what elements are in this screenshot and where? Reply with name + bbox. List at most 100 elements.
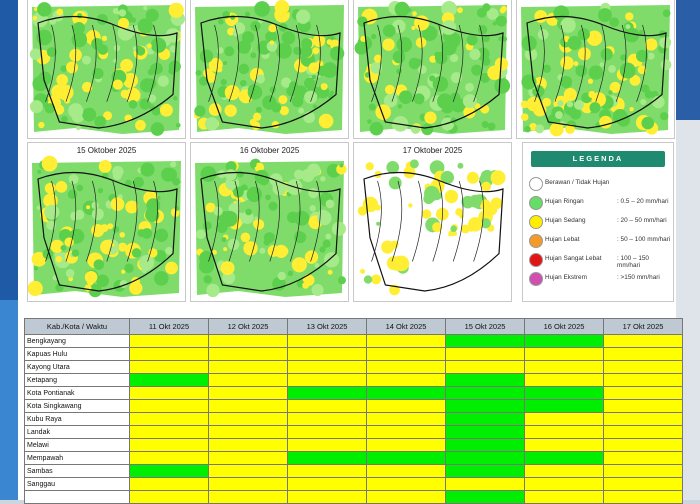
rain-cell — [303, 77, 316, 90]
legend-label: Hujan Lebat — [545, 236, 580, 243]
rain-cell — [93, 259, 105, 270]
district-border — [86, 180, 97, 262]
cell-moderate-rain — [603, 451, 683, 465]
legend-range: : 50 – 100 mm/hari — [617, 236, 671, 243]
rain-cell — [466, 171, 479, 184]
rain-cell — [304, 250, 319, 264]
rain-cell — [254, 1, 270, 17]
rain-cell — [304, 90, 318, 104]
rain-cell — [76, 184, 84, 192]
legend-range: : 20 – 50 mm/hari — [617, 217, 667, 224]
cell-moderate-rain — [603, 334, 683, 348]
cell-moderate-rain — [603, 373, 683, 387]
rain-cell — [384, 84, 395, 95]
rain-cell — [142, 261, 152, 271]
rain-cell — [32, 15, 38, 21]
rain-cell — [67, 189, 78, 200]
rain-cell — [588, 90, 596, 99]
rain-cell — [263, 232, 275, 244]
rain-cell — [203, 221, 212, 230]
rain-cell — [199, 49, 214, 63]
rain-cell — [421, 209, 432, 219]
cell-moderate-rain — [208, 464, 288, 478]
cell-moderate-rain — [524, 438, 604, 452]
rain-cell — [46, 220, 56, 231]
cell-moderate-rain — [208, 399, 288, 413]
cell-light-rain — [366, 451, 446, 465]
rain-cell — [329, 90, 335, 95]
rain-cell — [68, 103, 84, 119]
rain-cell — [128, 99, 138, 109]
rain-cell — [33, 266, 39, 271]
cell-moderate-rain — [524, 347, 604, 361]
district-border — [228, 24, 240, 102]
rain-cell — [524, 126, 531, 133]
legend-swatch — [529, 215, 543, 229]
rain-cell — [269, 40, 275, 45]
rain-cell — [408, 203, 413, 208]
rain-cell — [217, 170, 226, 179]
legend-range: : 0.5 – 20 mm/hari — [617, 198, 669, 205]
rain-cell — [223, 247, 228, 252]
table-row: Ketapang — [24, 373, 683, 387]
district-border — [636, 24, 647, 102]
rain-cell — [534, 10, 548, 23]
rain-cell — [165, 246, 173, 255]
rain-cell — [481, 56, 491, 66]
district-border — [208, 24, 219, 102]
legend-item: Hujan Lebat : 50 – 100 mm/hari — [529, 234, 671, 248]
rain-cell — [463, 106, 476, 119]
rain-cell — [237, 40, 252, 54]
rain-cell — [357, 206, 368, 216]
rain-cell — [619, 62, 636, 79]
rain-cell — [608, 65, 616, 73]
district-border — [269, 180, 280, 262]
rain-cell — [275, 42, 292, 59]
rain-cell — [221, 237, 227, 243]
rain-cell — [251, 162, 257, 168]
cell-light-rain — [445, 490, 525, 504]
rain-map-panel — [353, 0, 512, 139]
rain-cell — [46, 47, 57, 58]
rain-cell — [203, 275, 212, 284]
rain-cell — [482, 35, 490, 43]
rain-cell — [471, 64, 483, 76]
rain-cell — [487, 65, 502, 80]
rain-cell — [535, 124, 545, 134]
province-border — [200, 15, 341, 129]
rain-cell — [125, 87, 141, 103]
region-name: Sambas — [24, 464, 130, 478]
rain-cell — [164, 168, 178, 181]
rain-cell — [133, 176, 144, 188]
region-name: Kota Singkawang — [24, 399, 130, 413]
table-row: Sanggau — [24, 477, 683, 491]
rain-cell — [245, 208, 253, 216]
table-header-row: Kab./Kota / Waktu 11 Okt 2025 12 Okt 2025 1… — [24, 318, 683, 335]
district-border — [249, 180, 260, 262]
cell-moderate-rain — [208, 386, 288, 400]
rain-cell — [326, 39, 333, 45]
rain-cell — [444, 189, 459, 204]
rain-cell — [363, 275, 373, 284]
rain-cell — [394, 1, 410, 17]
map-date-title: 15 Oktober 2025 — [76, 146, 137, 155]
rain-cell — [70, 211, 79, 221]
cell-moderate-rain — [129, 412, 209, 426]
rain-cell — [150, 37, 167, 53]
rain-cell — [314, 262, 320, 268]
rain-cell — [662, 9, 671, 18]
dry-area — [408, 229, 507, 297]
table-row: Kubu Raya — [24, 412, 683, 426]
header-date: 11 Okt 2025 — [129, 318, 209, 335]
cell-moderate-rain — [366, 490, 446, 504]
rain-cell — [60, 65, 68, 73]
rain-cell — [641, 116, 655, 130]
rain-cell — [60, 244, 67, 251]
district-border — [371, 24, 382, 102]
rain-cell — [195, 229, 206, 240]
rain-cell — [494, 77, 511, 94]
rain-cell — [542, 97, 552, 107]
legend-label: Hujan Ekstrem — [545, 274, 587, 281]
rain-cell — [240, 232, 251, 243]
cell-moderate-rain — [603, 464, 683, 478]
